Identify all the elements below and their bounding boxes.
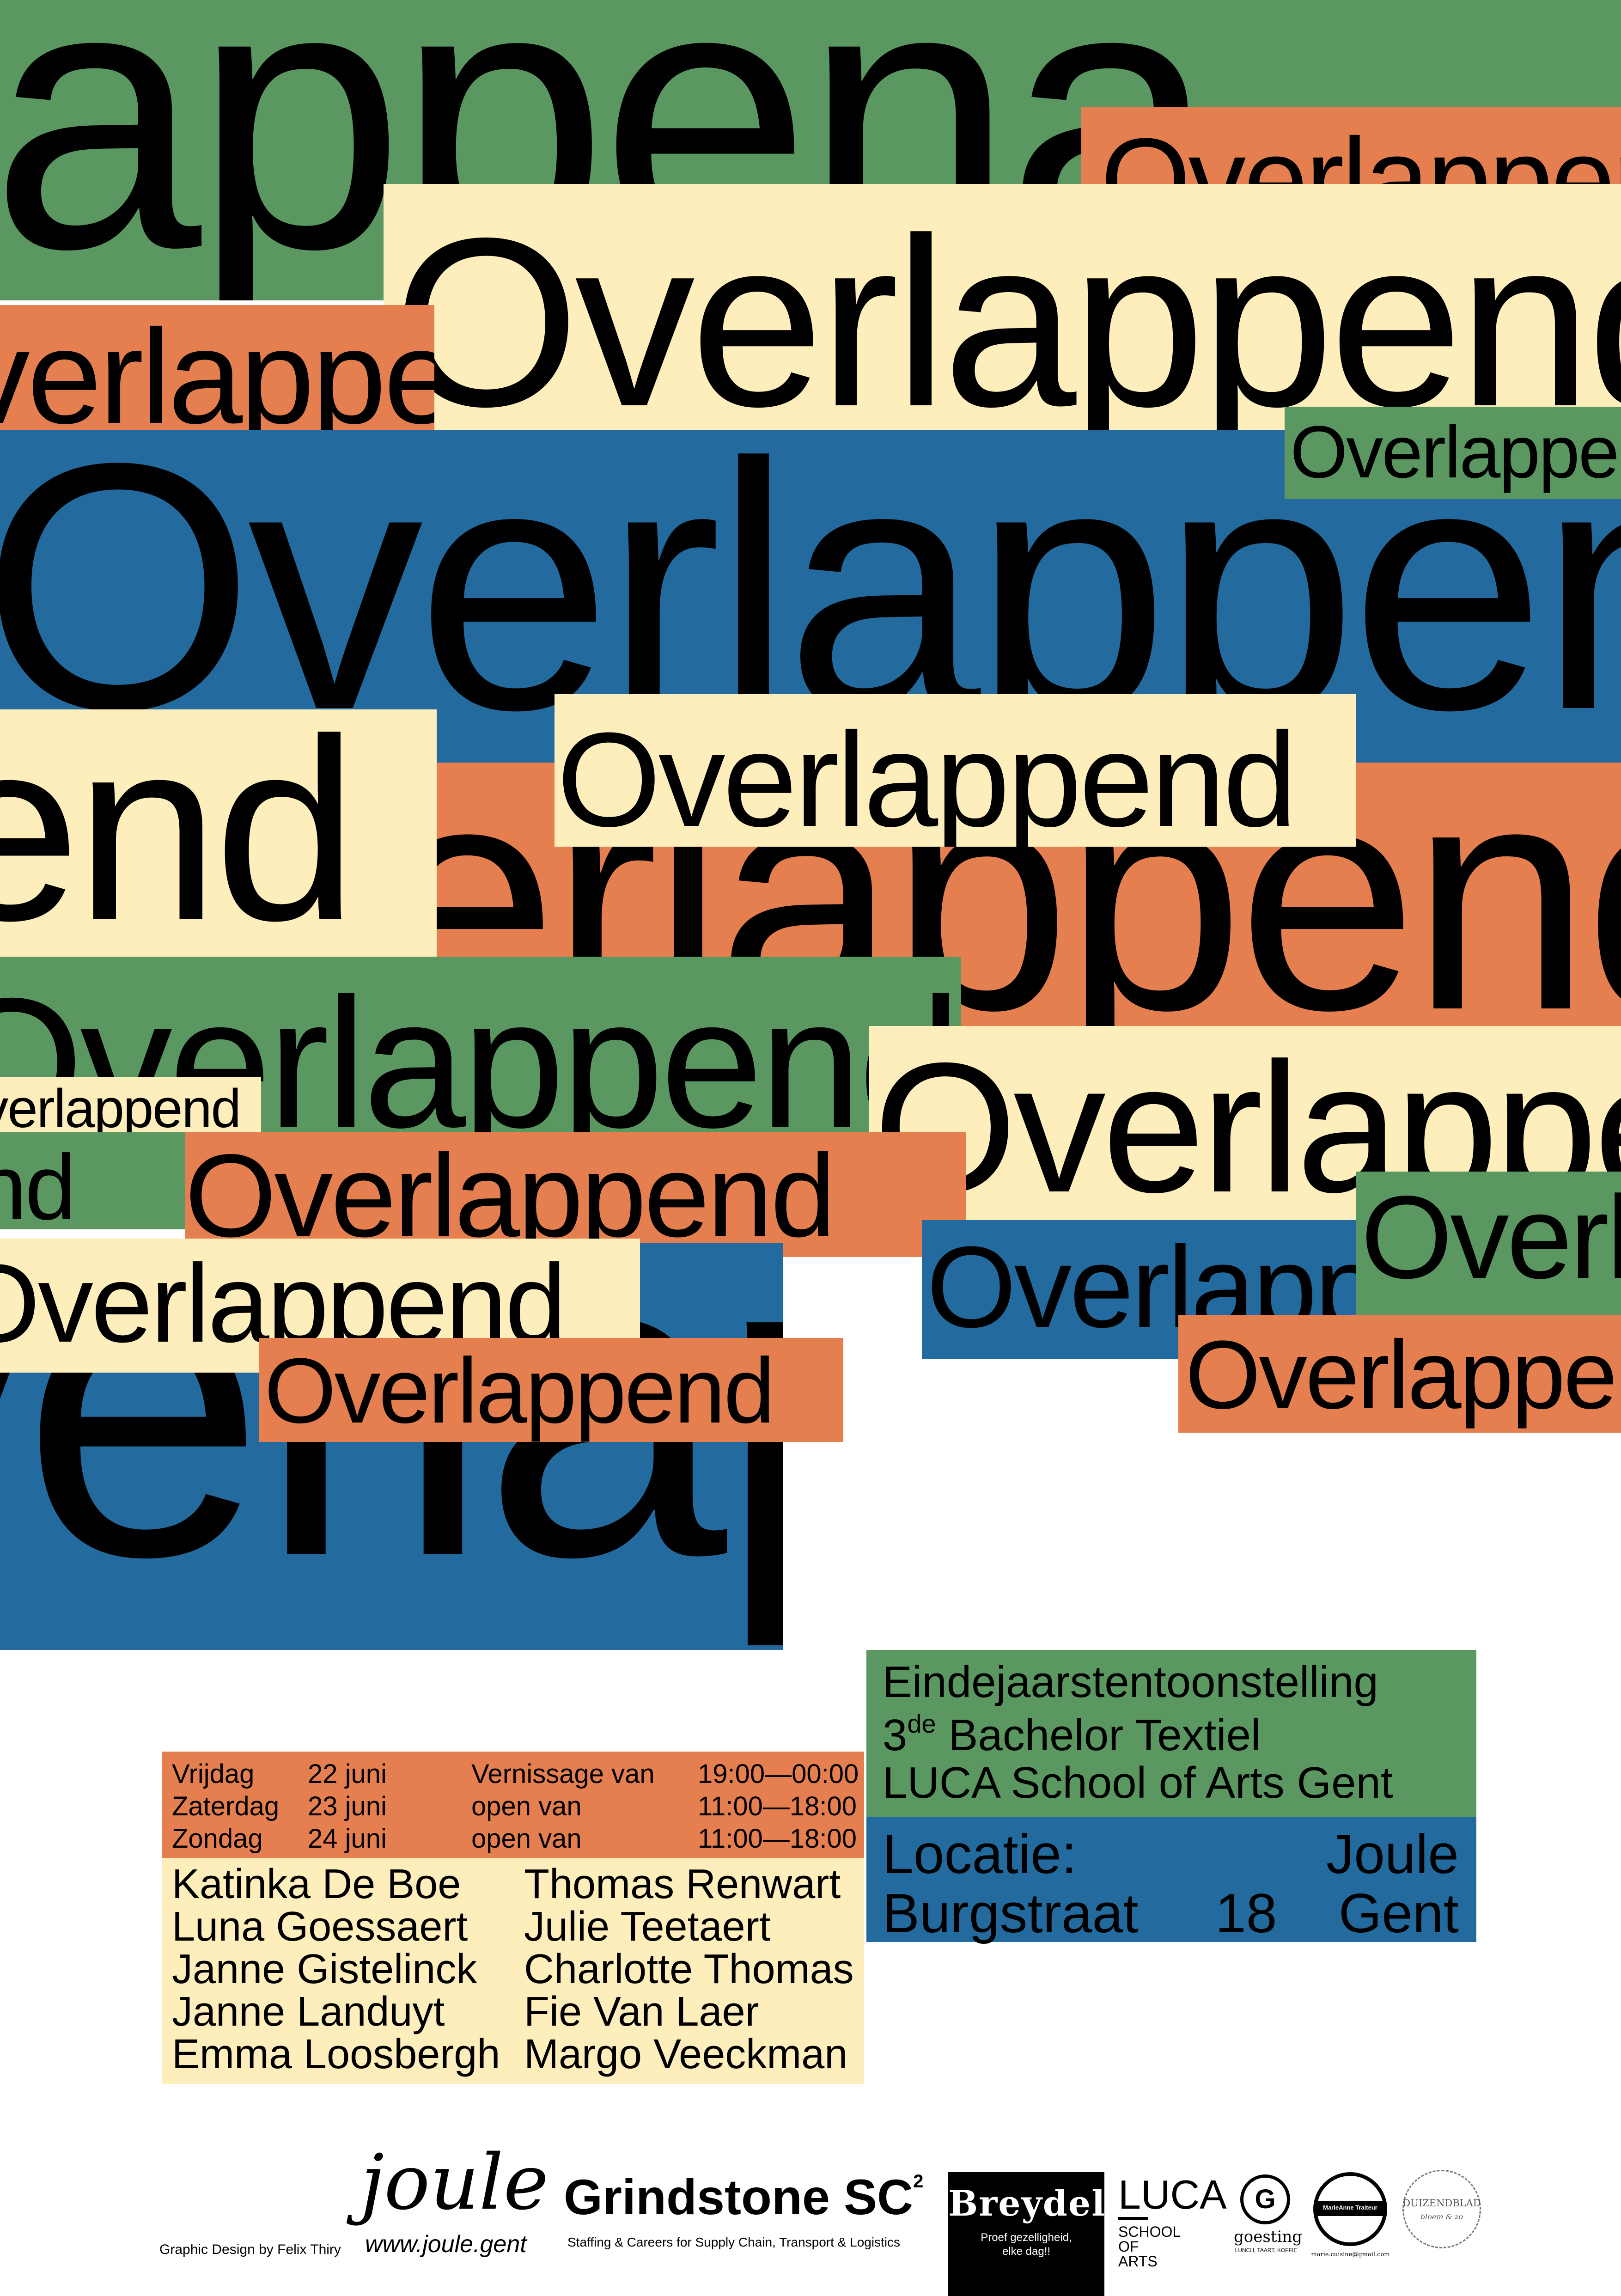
location-street: Burgstraat bbox=[883, 1882, 1139, 1944]
grindstone-logo: Grindstone SC2 Staffing & Careers for Su… bbox=[564, 2172, 947, 2265]
artists-box: Katinka De Boe Luna Goessaert Janne Gist… bbox=[162, 1858, 864, 2084]
hero-block-green-small-left: Overlappend bbox=[0, 1132, 189, 1229]
breydel-wordmark: Breydel bbox=[948, 2183, 1106, 2224]
artist-name: Katinka De Boe bbox=[172, 1861, 461, 1907]
schedule-time: 11:00—18:00 bbox=[698, 1824, 857, 1854]
grindstone-wordmark: Grindstone SC2 bbox=[564, 2169, 924, 2225]
hero-word: Overlappend bbox=[1185, 1320, 1621, 1429]
exhibition-school: LUCA School of Arts Gent bbox=[883, 1758, 1393, 1807]
duizendblad-logo: DUIZENDBLAD bloem & zo bbox=[1400, 2170, 1483, 2258]
schedule-row: Zondag 24 juni open van 11:00—18:00 bbox=[162, 1826, 864, 1853]
location-city: Gent bbox=[1338, 1882, 1459, 1944]
goesting-logo: G goesting LUNCH, TAART, KOFFIE bbox=[1234, 2174, 1303, 2262]
luca-line: OF bbox=[1118, 2238, 1139, 2255]
duizendblad-wordmark: DUIZENDBLAD bbox=[1402, 2198, 1481, 2209]
grindstone-tagline: Staffing & Careers for Supply Chain, Tra… bbox=[567, 2235, 901, 2249]
location-number: 18 bbox=[1215, 1882, 1277, 1944]
hero-block-orange-mid: Overlappend bbox=[185, 1132, 966, 1257]
artist-name: Luna Goessaert bbox=[172, 1904, 468, 1950]
schedule-day: Zaterdag bbox=[172, 1791, 280, 1821]
goesting-circle-icon: G bbox=[1240, 2174, 1290, 2224]
artist-name: Fie Van Laer bbox=[524, 1989, 759, 2035]
traiteur-tagline: marie.cuisine@gmail.com bbox=[1311, 2251, 1390, 2258]
exhibition-box: Eindejaarstentoonstelling 3de Bachelor T… bbox=[866, 1650, 1476, 1817]
location-venue: Joule bbox=[1326, 1823, 1459, 1885]
schedule-day: Vrijdag bbox=[172, 1759, 255, 1789]
hero-block-orange-left: Overlappend bbox=[0, 305, 434, 434]
luca-logo: LUCA SCHOOL OF ARTS bbox=[1118, 2172, 1227, 2270]
hero-word: Overlappend bbox=[0, 305, 434, 434]
artist-name: Janne Gistelinck bbox=[172, 1946, 477, 1992]
traiteur-logo: MarieAnne Traiteur marie.cuisine@gmail.c… bbox=[1308, 2172, 1393, 2265]
schedule-desc: open van bbox=[471, 1791, 582, 1821]
duizendblad-wreath-icon bbox=[1402, 2170, 1481, 2248]
goesting-wordmark: goesting bbox=[1234, 2228, 1303, 2246]
exhibition-program: 3de Bachelor Textiel bbox=[883, 1709, 1261, 1760]
breydel-logo: Breydel Proef gezelligheid, elke dag!! bbox=[948, 2172, 1106, 2296]
schedule-time: 11:00—18:00 bbox=[698, 1791, 857, 1821]
hero-block-cream-large: Overlappend bbox=[384, 184, 1621, 434]
artist-name: Janne Landuyt bbox=[172, 1989, 445, 2035]
design-credit: Graphic Design by Felix Thiry bbox=[159, 2242, 341, 2257]
hero-block-cream-mid: Overlappend bbox=[555, 694, 1356, 847]
hero-block-green-right-small: Overlappend bbox=[1285, 407, 1621, 499]
hero-word: Overlappend bbox=[185, 1132, 836, 1257]
artist-name: Charlotte Thomas bbox=[524, 1946, 854, 1992]
traiteur-badge-band bbox=[1317, 2201, 1383, 2216]
luca-line: ARTS bbox=[1118, 2253, 1158, 2270]
hero-block-cream-small-left: Overlappend bbox=[0, 1077, 261, 1132]
hero-word: Overlappend bbox=[1290, 410, 1621, 493]
schedule-desc: open van bbox=[471, 1824, 582, 1854]
hero-block-cream-left: Overlappend bbox=[0, 709, 437, 991]
hero-word: Overlappend bbox=[557, 705, 1298, 847]
schedule-row: Zaterdag 23 juni open van 11:00—18:00 bbox=[162, 1793, 864, 1821]
hero-word: Overlappend bbox=[1361, 1172, 1621, 1303]
location-box: Locatie: Joule Burgstraat 18 Gent bbox=[866, 1817, 1476, 1942]
schedule-day: Zondag bbox=[172, 1824, 263, 1854]
duizendblad-tagline: bloem & zo bbox=[1420, 2212, 1463, 2221]
traiteur-badge-icon: MarieAnne Traiteur bbox=[1313, 2172, 1387, 2246]
joule-wordmark: joule bbox=[360, 2138, 549, 2227]
schedule-date: 22 juni bbox=[308, 1759, 387, 1789]
schedule-date: 23 juni bbox=[308, 1791, 387, 1821]
exhibition-title: Eindejaarstentoonstelling bbox=[883, 1657, 1378, 1707]
schedule-time: 19:00—00:00 bbox=[698, 1759, 859, 1789]
goesting-tagline: LUNCH, TAART, KOFFIE bbox=[1235, 2247, 1298, 2253]
goesting-mark: G bbox=[1255, 2184, 1276, 2214]
hero-block-orange-low: Overlappend bbox=[259, 1338, 843, 1442]
breydel-tagline: elke dag!! bbox=[1002, 2245, 1051, 2258]
hero-word: Overlappend bbox=[0, 1078, 241, 1132]
artist-name: Emma Loosbergh bbox=[172, 2031, 500, 2077]
joule-url: www.joule.gent bbox=[365, 2231, 527, 2258]
breydel-tagline: Proef gezelligheid, bbox=[981, 2231, 1072, 2244]
schedule-box: Vrijdag 22 juni Vernissage van 19:00—00:… bbox=[162, 1752, 864, 1858]
hero-block-green-right-mid: Overlappend bbox=[1356, 1172, 1621, 1315]
artist-name: Julie Teetaert bbox=[524, 1904, 771, 1950]
hero-word: Overlappend bbox=[0, 1136, 76, 1230]
luca-wordmark: LUCA bbox=[1118, 2172, 1227, 2217]
luca-line: SCHOOL bbox=[1118, 2223, 1181, 2240]
traiteur-wordmark: MarieAnne Traiteur bbox=[1323, 2204, 1377, 2211]
luca-rule bbox=[1118, 2217, 1148, 2220]
artist-name: Thomas Renwart bbox=[524, 1861, 841, 1907]
hero-word: Overlappend bbox=[393, 188, 1621, 434]
schedule-desc: Vernissage van bbox=[471, 1759, 655, 1789]
hero-word: Overlappend bbox=[264, 1339, 775, 1442]
hero-block-orange-right-low: Overlappend bbox=[1178, 1315, 1621, 1433]
schedule-row: Vrijdag 22 juni Vernissage van 19:00—00:… bbox=[162, 1761, 864, 1789]
joule-logo: joule www.joule.gent bbox=[360, 2144, 555, 2260]
location-label: Locatie: bbox=[883, 1823, 1077, 1885]
hero-word: Overlappend bbox=[0, 709, 358, 974]
artist-name: Margo Veeckman bbox=[524, 2031, 848, 2077]
schedule-date: 24 juni bbox=[308, 1824, 387, 1854]
